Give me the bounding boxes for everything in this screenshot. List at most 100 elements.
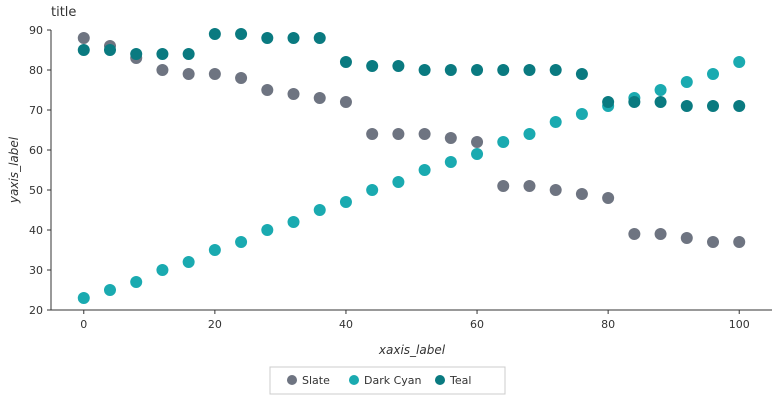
point-teal	[707, 100, 720, 112]
y-tick-label: 30	[29, 264, 43, 277]
y-tick-label: 50	[29, 184, 43, 197]
point-slate	[602, 192, 615, 204]
point-dark-cyan	[287, 216, 300, 228]
point-teal	[628, 96, 641, 108]
point-slate	[707, 236, 720, 248]
point-dark-cyan	[261, 224, 274, 236]
point-teal	[156, 48, 169, 60]
legend-marker-dark-cyan	[349, 375, 359, 385]
x-axis-title: xaxis_label	[378, 343, 446, 357]
point-teal	[549, 64, 562, 76]
point-teal	[77, 44, 90, 56]
point-slate	[182, 68, 195, 80]
point-teal	[444, 64, 457, 76]
point-slate	[733, 236, 746, 248]
point-dark-cyan	[549, 116, 562, 128]
point-teal	[733, 100, 746, 112]
point-dark-cyan	[733, 56, 746, 68]
point-slate	[235, 72, 248, 84]
point-slate	[287, 88, 300, 100]
point-slate	[444, 132, 457, 144]
x-tick-label: 0	[80, 318, 87, 331]
x-tick-label: 80	[601, 318, 615, 331]
legend: Slate Dark Cyan Teal	[269, 366, 506, 395]
point-dark-cyan	[575, 108, 588, 120]
point-slate	[208, 68, 221, 80]
point-dark-cyan	[130, 276, 143, 288]
point-slate	[366, 128, 379, 140]
point-slate	[575, 188, 588, 200]
x-tick-label: 100	[729, 318, 750, 331]
y-tick-label: 90	[29, 24, 43, 37]
point-dark-cyan	[182, 256, 195, 268]
legend-marker-teal	[435, 375, 445, 385]
point-teal	[523, 64, 536, 76]
y-axis-ticks: 20 30 40 50 60 70 80 90	[29, 24, 51, 317]
x-tick-label: 20	[208, 318, 222, 331]
x-axis-ticks: 0 20 40 60 80 100	[80, 310, 750, 331]
point-teal	[208, 28, 221, 40]
point-teal	[392, 60, 405, 72]
x-tick-label: 40	[339, 318, 353, 331]
point-dark-cyan	[471, 148, 484, 160]
legend-label-teal: Teal	[449, 374, 471, 387]
point-teal	[471, 64, 484, 76]
point-slate	[77, 32, 90, 44]
data-points	[77, 28, 746, 304]
y-axis-title: yaxis_label	[7, 136, 21, 204]
point-dark-cyan	[103, 284, 116, 296]
point-dark-cyan	[313, 204, 326, 216]
point-dark-cyan	[392, 176, 405, 188]
y-tick-label: 40	[29, 224, 43, 237]
point-dark-cyan	[497, 136, 510, 148]
y-tick-label: 20	[29, 304, 43, 317]
point-dark-cyan	[77, 292, 90, 304]
point-teal	[366, 60, 379, 72]
chart-title: title	[51, 5, 76, 20]
point-dark-cyan	[366, 184, 379, 196]
legend-label-dark-cyan: Dark Cyan	[364, 374, 422, 387]
point-dark-cyan	[707, 68, 720, 80]
point-teal	[575, 68, 588, 80]
point-slate	[523, 180, 536, 192]
point-teal	[182, 48, 195, 60]
point-dark-cyan	[680, 76, 693, 88]
point-teal	[261, 32, 274, 44]
point-slate	[156, 64, 169, 76]
x-tick-label: 60	[470, 318, 484, 331]
point-dark-cyan	[208, 244, 221, 256]
point-teal	[654, 96, 667, 108]
point-teal	[130, 48, 143, 60]
point-teal	[680, 100, 693, 112]
legend-box	[269, 366, 506, 395]
point-teal	[313, 32, 326, 44]
point-slate	[497, 180, 510, 192]
point-slate	[261, 84, 274, 96]
legend-label-slate: Slate	[302, 374, 330, 387]
point-teal	[339, 56, 352, 68]
point-slate	[392, 128, 405, 140]
y-tick-label: 60	[29, 144, 43, 157]
point-dark-cyan	[339, 196, 352, 208]
point-teal	[497, 64, 510, 76]
point-teal	[103, 44, 116, 56]
point-dark-cyan	[654, 84, 667, 96]
point-slate	[313, 92, 326, 104]
point-dark-cyan	[444, 156, 457, 168]
point-slate	[654, 228, 667, 240]
point-teal	[418, 64, 431, 76]
point-dark-cyan	[418, 164, 431, 176]
point-slate	[471, 136, 484, 148]
point-slate	[680, 232, 693, 244]
y-tick-label: 80	[29, 64, 43, 77]
point-teal	[287, 32, 300, 44]
point-dark-cyan	[235, 236, 248, 248]
point-slate	[418, 128, 431, 140]
legend-marker-slate	[287, 375, 297, 385]
point-dark-cyan	[156, 264, 169, 276]
point-teal	[235, 28, 248, 40]
point-slate	[628, 228, 641, 240]
point-slate	[339, 96, 352, 108]
point-slate	[549, 184, 562, 196]
